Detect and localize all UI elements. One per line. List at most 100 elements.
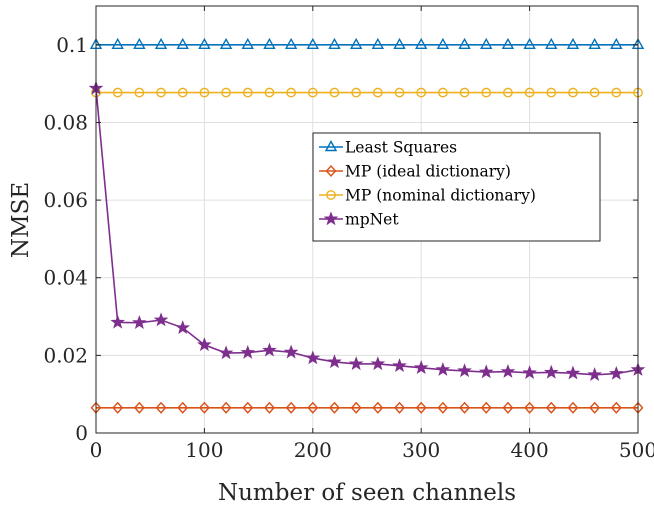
- data-point: [307, 401, 319, 414]
- data-point: [284, 37, 298, 50]
- data-point: [371, 37, 385, 50]
- y-tick-label: 0: [75, 421, 88, 445]
- y-tick-label: 0.08: [43, 110, 88, 134]
- legend-marker: [326, 190, 336, 200]
- data-point: [457, 363, 472, 378]
- data-point: [589, 87, 600, 98]
- x-tick-label: 400: [511, 438, 549, 462]
- data-point: [328, 37, 341, 50]
- data-point: [177, 401, 189, 414]
- legend-entry: Least Squares: [319, 139, 457, 157]
- x-tick-label: 500: [619, 438, 654, 462]
- data-point: [415, 401, 427, 414]
- legend: Least Squares MP (ideal dictionary) MP (no…: [312, 132, 601, 242]
- data-point: [306, 37, 319, 50]
- data-point: [372, 87, 383, 98]
- data-point: [392, 358, 407, 373]
- ticks: 0 100 200 300 400 500 0 0.02 0.04 0.06 0.08 0.1: [43, 6, 654, 462]
- data-point: [372, 401, 384, 414]
- plot-frame: [95, 5, 639, 434]
- data-point: [394, 401, 405, 414]
- data-point: [220, 401, 232, 414]
- data-point: [609, 365, 624, 380]
- series-mp-nominal-dictionary: [91, 87, 643, 98]
- data-point: [349, 37, 363, 50]
- legend-marker: [323, 211, 339, 226]
- data-point: [351, 87, 362, 98]
- legend-marker: [325, 164, 337, 178]
- data-point: [263, 401, 275, 414]
- data-point: [588, 37, 601, 50]
- data-point: [262, 342, 277, 357]
- data-point: [546, 87, 557, 98]
- y-tick-label: 0.04: [43, 266, 88, 290]
- y-tick-label: 0.06: [43, 188, 88, 212]
- x-tick-label: 100: [185, 438, 223, 462]
- data-point: [240, 344, 256, 359]
- data-point: [416, 87, 427, 98]
- series-mpnet: [88, 80, 646, 381]
- data-point: [523, 37, 536, 50]
- data-point: [502, 401, 514, 414]
- data-point: [503, 87, 513, 98]
- data-point: [112, 87, 123, 98]
- data-point: [568, 87, 578, 98]
- data-point: [478, 364, 494, 379]
- data-point: [112, 401, 124, 414]
- data-point: [155, 401, 167, 414]
- data-point: [133, 37, 146, 50]
- data-point: [545, 37, 558, 50]
- data-point: [480, 401, 492, 414]
- data-point: [329, 401, 340, 414]
- data-point: [501, 37, 515, 50]
- data-point: [587, 367, 602, 381]
- data-point: [177, 87, 188, 98]
- data-point: [198, 401, 210, 414]
- data-point: [285, 401, 297, 414]
- data-point: [154, 37, 168, 50]
- data-point: [197, 337, 212, 352]
- data-point: [413, 360, 429, 374]
- legend-entry: MP (nominal dictionary): [319, 187, 536, 205]
- data-point: [524, 87, 535, 98]
- data-point: [219, 37, 233, 50]
- legend-label: MP (ideal dictionary): [345, 163, 511, 181]
- data-point: [327, 354, 342, 369]
- series-layer: [88, 37, 646, 414]
- data-point: [370, 356, 386, 371]
- data-point: [175, 320, 191, 334]
- legend-marker: [324, 140, 338, 152]
- data-point: [481, 87, 492, 98]
- data-point: [566, 37, 580, 50]
- data-point: [393, 37, 406, 50]
- data-point: [241, 37, 254, 50]
- data-point: [459, 87, 470, 98]
- data-point: [567, 401, 579, 414]
- series-least-squares: [89, 37, 645, 50]
- data-point: [132, 315, 147, 329]
- data-point: [242, 401, 254, 414]
- data-point: [218, 345, 234, 360]
- data-point: [198, 37, 211, 50]
- data-point: [522, 365, 537, 380]
- data-point: [110, 314, 125, 329]
- data-point: [111, 37, 124, 50]
- data-point: [221, 87, 231, 98]
- data-point: [176, 37, 189, 50]
- data-point: [610, 37, 623, 50]
- series-mp-ideal-dictionary: [90, 401, 644, 414]
- data-point: [500, 364, 516, 378]
- x-tick-label: 200: [294, 438, 332, 462]
- data-point: [350, 401, 362, 414]
- data-point: [394, 87, 405, 98]
- data-point: [437, 87, 448, 98]
- data-point: [307, 87, 318, 98]
- data-point: [543, 364, 559, 379]
- data-point: [524, 401, 536, 414]
- data-point: [435, 362, 451, 376]
- data-point: [263, 37, 276, 50]
- y-axis-label: NMSE: [8, 182, 34, 258]
- legend-label: mpNet: [345, 211, 399, 229]
- data-point: [156, 87, 166, 98]
